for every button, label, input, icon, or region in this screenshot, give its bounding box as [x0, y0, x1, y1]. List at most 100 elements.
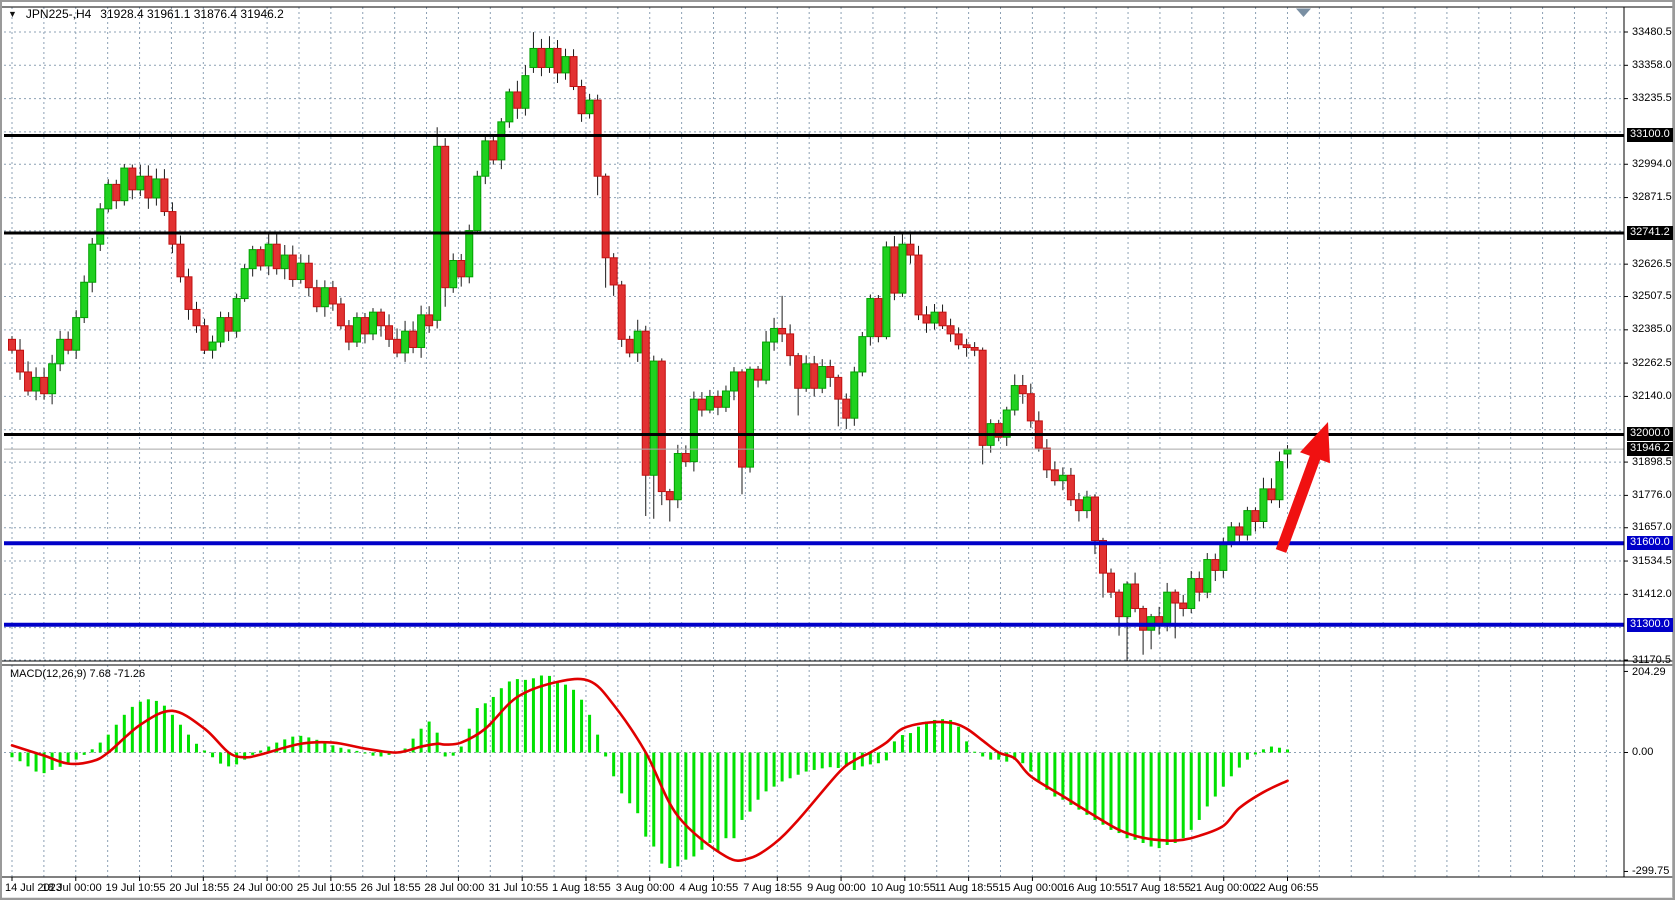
candlestick-bull	[1220, 543, 1227, 570]
macd-histogram-bar	[1110, 753, 1113, 830]
candlestick-bear	[1116, 592, 1123, 616]
macd-histogram-bar	[692, 753, 695, 857]
candlestick-bear	[1067, 475, 1074, 499]
macd-histogram-bar	[829, 753, 832, 768]
candlestick-bear	[1252, 511, 1259, 522]
macd-histogram-bar	[1270, 747, 1273, 753]
macd-histogram-bar	[1214, 753, 1217, 797]
ohlc-readout: 31928.4 31961.1 31876.4 31946.2	[100, 7, 284, 21]
candlestick-bear	[305, 263, 312, 287]
macd-histogram-bar	[1118, 753, 1121, 834]
macd-histogram-bar	[1021, 753, 1024, 764]
candlestick-bear	[169, 212, 176, 245]
macd-histogram-bar	[1069, 753, 1072, 805]
candlestick-bear	[915, 255, 922, 315]
macd-indicator-label: MACD(12,26,9) 7.68 -71.26	[10, 668, 145, 680]
macd-histogram-bar	[1093, 753, 1096, 820]
candlestick-bull	[851, 372, 858, 418]
macd-histogram-bar	[1198, 753, 1201, 820]
candlestick-bear	[329, 288, 336, 304]
macd-histogram-bar	[371, 753, 374, 756]
candlestick-bear	[113, 184, 120, 200]
candlestick-bear	[1268, 489, 1275, 500]
candlestick-bear	[739, 372, 746, 467]
candlestick-bear	[1019, 386, 1026, 394]
candlestick-bear	[1132, 584, 1139, 608]
macd-histogram-bar	[941, 719, 944, 752]
symbol-period-label: JPN225-,H4	[26, 7, 91, 21]
macd-histogram-bar	[1142, 753, 1145, 843]
macd-histogram-bar	[821, 753, 824, 769]
candlestick-bear	[811, 364, 818, 388]
candlestick-bear	[1027, 394, 1034, 421]
candlestick-bear	[458, 260, 465, 276]
candlestick-bear	[1140, 608, 1147, 630]
macd-histogram-bar	[155, 701, 158, 753]
macd-histogram-bar	[1262, 749, 1265, 752]
candlestick-bull	[474, 176, 481, 230]
macd-histogram-bar	[893, 741, 896, 752]
macd-histogram-bar	[259, 751, 262, 753]
candlestick-bear	[9, 339, 16, 350]
candlestick-bear	[257, 250, 264, 266]
macd-histogram-bar	[797, 753, 800, 775]
macd-histogram-bar	[877, 753, 880, 764]
candlestick-bear	[1196, 579, 1203, 593]
candlestick-bear	[345, 326, 352, 342]
candlestick-bull	[1260, 489, 1267, 522]
macd-histogram-bar	[1166, 753, 1169, 845]
macd-histogram-bar	[331, 745, 334, 752]
macd-histogram-bar	[636, 753, 639, 814]
candlestick-bull	[690, 399, 697, 462]
candlestick-bear	[843, 399, 850, 418]
macd-histogram-bar	[115, 725, 118, 753]
candlestick-bull	[57, 339, 64, 363]
candlestick-bull	[153, 179, 160, 198]
macd-histogram-bar	[91, 749, 94, 752]
candlestick-bear	[963, 345, 970, 348]
candlestick-bull	[1059, 475, 1066, 480]
macd-histogram-bar	[901, 735, 904, 752]
macd-histogram-bar	[1182, 753, 1185, 839]
time-axis-area[interactable]	[2, 878, 1673, 898]
candlestick-bull	[97, 209, 104, 244]
candlestick-bear	[891, 247, 898, 293]
macd-histogram-bar	[749, 753, 752, 812]
macd-histogram-bar	[500, 688, 503, 752]
macd-histogram-bar	[460, 747, 463, 753]
candlestick-bear	[875, 299, 882, 337]
macd-histogram-bar	[1085, 753, 1088, 815]
macd-histogram-bar	[307, 737, 310, 752]
macd-histogram-bar	[339, 748, 342, 753]
candlestick-bull	[1204, 560, 1211, 593]
macd-histogram-bar	[917, 727, 920, 753]
candlestick-bull	[498, 122, 505, 160]
macd-histogram-bar	[476, 708, 479, 752]
macd-histogram-bar	[1134, 753, 1137, 840]
macd-histogram-bar	[981, 753, 984, 757]
macd-histogram-bar	[444, 753, 447, 757]
macd-histogram-bar	[1278, 748, 1281, 753]
candlestick-bull	[105, 184, 112, 208]
candlestick-bull	[1083, 497, 1090, 511]
price-axis-area[interactable]	[1625, 7, 1675, 877]
candlestick-bull	[233, 299, 240, 332]
candlestick-bear	[201, 326, 208, 350]
macd-histogram-bar	[187, 735, 190, 753]
candlestick-bull	[650, 361, 657, 475]
macd-histogram-bar	[508, 681, 511, 752]
candlestick-bull	[771, 328, 778, 342]
macd-histogram-bar	[1029, 753, 1032, 772]
candlestick-bear	[682, 454, 689, 462]
candlestick-bear	[907, 244, 914, 255]
candlestick-bull	[121, 168, 128, 201]
candlestick-bull	[297, 263, 304, 279]
candlestick-bear	[642, 331, 649, 475]
chart-canvas[interactable]	[2, 2, 1675, 900]
candlestick-bear	[337, 304, 344, 326]
candlestick-bear	[490, 141, 497, 160]
candlestick-bull	[418, 315, 425, 348]
macd-histogram-bar	[604, 753, 607, 757]
macd-histogram-bar	[620, 753, 623, 794]
macd-histogram-bar	[781, 753, 784, 782]
